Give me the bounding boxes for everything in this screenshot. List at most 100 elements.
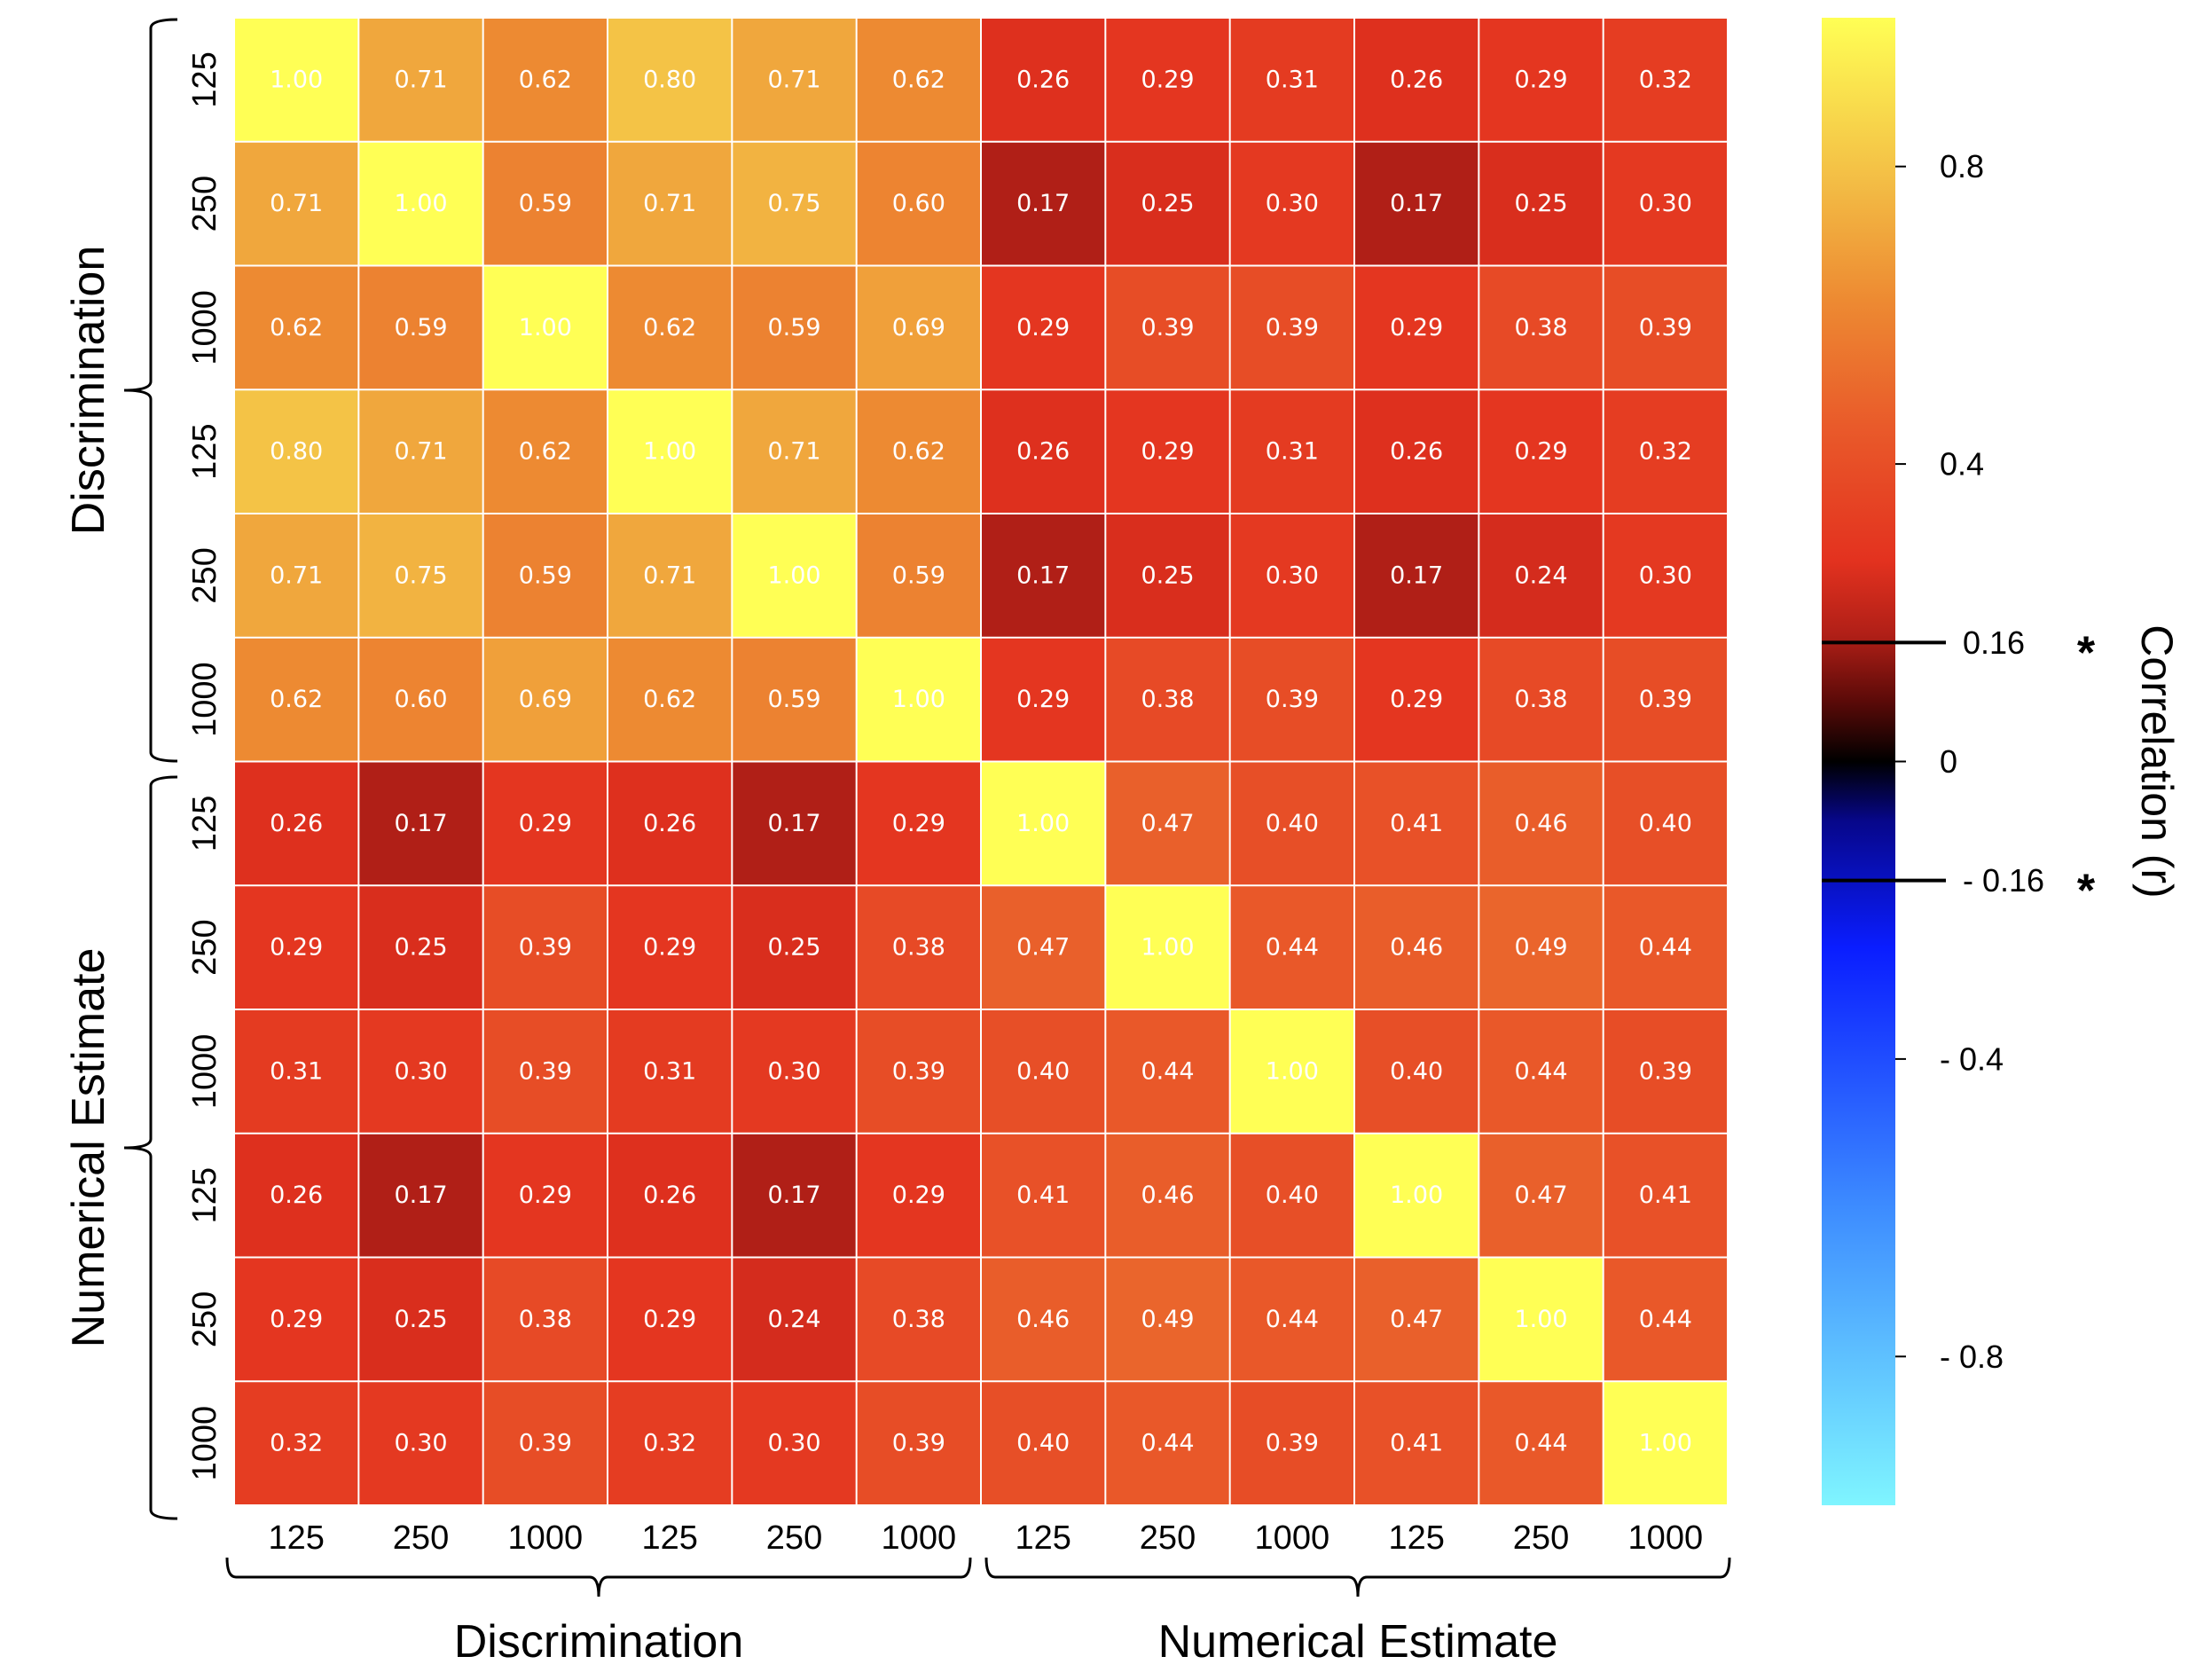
cell-value-r6-c0: 0.26 xyxy=(270,810,323,837)
cell-value-r6-c3: 0.26 xyxy=(643,810,696,837)
column-tick-label-2: 1000 xyxy=(508,1519,584,1557)
cell-value-r8-c3: 0.31 xyxy=(643,1057,696,1085)
cell-value-r9-c8: 0.40 xyxy=(1266,1181,1319,1209)
cell-value-r2-c2: 1.00 xyxy=(519,314,572,341)
cell-value-r11-c4: 0.30 xyxy=(767,1430,820,1457)
group-labels: Discrimination Numerical Estimate Discrimi… xyxy=(63,246,1557,1668)
cell-value-r3-c4: 0.71 xyxy=(767,438,820,466)
heatmap-cell-r4-c11 xyxy=(1604,514,1727,637)
colorbar-gradient-bar xyxy=(1822,18,1895,1505)
cell-value-r3-c6: 0.26 xyxy=(1016,438,1070,466)
cell-value-r7-c3: 0.29 xyxy=(643,934,696,962)
cell-value-r6-c2: 0.29 xyxy=(519,810,572,837)
heatmap-cell-r4-c1 xyxy=(359,514,482,637)
heatmap-cell-r2-c4 xyxy=(733,266,856,389)
row-tick-label-4: 250 xyxy=(186,547,224,603)
cell-value-r1-c8: 0.30 xyxy=(1266,190,1319,217)
heatmap-cell-r8-c5 xyxy=(857,1010,980,1133)
heatmap-cell-r0-c10 xyxy=(1479,19,1603,141)
heatmap-cell-r0-c3 xyxy=(608,19,732,141)
heatmap-cell-r2-c5 xyxy=(857,266,980,389)
heatmap-cell-r10-c11 xyxy=(1604,1258,1727,1381)
heatmap-cell-r4-c6 xyxy=(982,514,1105,637)
heatmap-cell-r6-c9 xyxy=(1355,762,1478,885)
heatmap-cell-r7-c5 xyxy=(857,886,980,1009)
heatmap-cell-r6-c10 xyxy=(1479,762,1603,885)
cell-value-r11-c9: 0.41 xyxy=(1390,1430,1443,1457)
cell-value-r5-c1: 0.60 xyxy=(394,686,447,713)
column-tick-label-9: 125 xyxy=(1388,1519,1444,1557)
cell-value-r2-c9: 0.29 xyxy=(1390,314,1443,341)
cell-value-r8-c5: 0.39 xyxy=(892,1057,945,1085)
heatmap-cell-r2-c8 xyxy=(1230,266,1353,389)
cell-value-r0-c7: 0.29 xyxy=(1141,66,1194,93)
cell-value-r3-c5: 0.62 xyxy=(892,438,945,466)
cell-value-r11-c0: 0.32 xyxy=(270,1430,323,1457)
heatmap-cell-r9-c6 xyxy=(982,1134,1105,1257)
heatmap-cell-r2-c3 xyxy=(608,266,732,389)
cell-value-r5-c2: 0.69 xyxy=(519,686,572,713)
row-tick-label-3: 125 xyxy=(186,423,224,479)
heatmap-cell-r0-c4 xyxy=(733,19,856,141)
heatmap-cell-r8-c10 xyxy=(1479,1010,1603,1133)
cell-value-r2-c6: 0.29 xyxy=(1016,314,1070,341)
cell-value-r1-c1: 1.00 xyxy=(394,190,447,217)
cell-value-r7-c2: 0.39 xyxy=(519,934,572,962)
cell-value-r10-c7: 0.49 xyxy=(1141,1306,1194,1333)
heatmap-cell-r3-c4 xyxy=(733,390,856,513)
cell-value-r8-c4: 0.30 xyxy=(767,1057,820,1085)
cell-value-r4-c11: 0.30 xyxy=(1639,561,1692,589)
cell-value-r7-c0: 0.29 xyxy=(270,934,323,962)
cell-value-r0-c6: 0.26 xyxy=(1016,66,1070,93)
threshold-label-0: 0.16 xyxy=(1963,624,2025,661)
heatmap-cell-r9-c7 xyxy=(1106,1134,1229,1257)
heatmap-cell-r6-c7 xyxy=(1106,762,1229,885)
heatmap-cell-r1-c8 xyxy=(1230,142,1353,265)
heatmap-cell-r9-c0 xyxy=(235,1134,358,1257)
heatmap-cell-r1-c7 xyxy=(1106,142,1229,265)
cell-value-r0-c0: 1.00 xyxy=(270,66,323,93)
heatmap-cell-r3-c10 xyxy=(1479,390,1603,513)
cell-value-r2-c5: 0.69 xyxy=(892,314,945,341)
cell-value-r2-c7: 0.39 xyxy=(1141,314,1194,341)
heatmap-cell-r3-c9 xyxy=(1355,390,1478,513)
heatmap-cell-r9-c3 xyxy=(608,1134,732,1257)
heatmap-cell-r8-c3 xyxy=(608,1010,732,1133)
heatmap-cell-r10-c0 xyxy=(235,1258,358,1381)
heatmap-cell-r5-c6 xyxy=(982,638,1105,761)
heatmap-cell-r3-c6 xyxy=(982,390,1105,513)
cell-value-r0-c8: 0.31 xyxy=(1266,66,1319,93)
cell-value-r4-c1: 0.75 xyxy=(394,561,447,589)
heatmap-cell-r6-c4 xyxy=(733,762,856,885)
cell-value-r10-c10: 1.00 xyxy=(1514,1306,1567,1333)
heatmap-cell-r8-c1 xyxy=(359,1010,482,1133)
heatmap-cell-r5-c2 xyxy=(483,638,607,761)
column-tick-label-4: 250 xyxy=(766,1519,822,1557)
cell-value-r0-c10: 0.29 xyxy=(1514,66,1567,93)
colorbar-tick-label-2: 0 xyxy=(1940,743,1957,780)
cell-value-r2-c4: 0.59 xyxy=(767,314,820,341)
cell-value-r9-c11: 0.41 xyxy=(1639,1181,1692,1209)
heatmap-cell-r0-c9 xyxy=(1355,19,1478,141)
cell-value-r6-c9: 0.41 xyxy=(1390,810,1443,837)
heatmap-cell-r0-c8 xyxy=(1230,19,1353,141)
cell-value-r4-c8: 0.30 xyxy=(1266,561,1319,589)
heatmap-cell-r2-c11 xyxy=(1604,266,1727,389)
cell-value-r11-c2: 0.39 xyxy=(519,1430,572,1457)
cell-value-r4-c10: 0.24 xyxy=(1514,561,1567,589)
cell-value-r2-c11: 0.39 xyxy=(1639,314,1692,341)
cell-value-r1-c2: 0.59 xyxy=(519,190,572,217)
heatmap-cell-r8-c7 xyxy=(1106,1010,1229,1133)
cell-value-r0-c9: 0.26 xyxy=(1390,66,1443,93)
cell-value-r4-c5: 0.59 xyxy=(892,561,945,589)
heatmap-cell-r3-c11 xyxy=(1604,390,1727,513)
heatmap-cell-r7-c0 xyxy=(235,886,358,1009)
heatmap-cell-r8-c4 xyxy=(733,1010,856,1133)
heatmap-cell-r5-c5 xyxy=(857,638,980,761)
cell-value-r9-c3: 0.26 xyxy=(643,1181,696,1209)
heatmap-cell-r7-c1 xyxy=(359,886,482,1009)
cell-value-r10-c1: 0.25 xyxy=(394,1306,447,1333)
cell-value-r7-c4: 0.25 xyxy=(767,934,820,962)
cell-value-r0-c4: 0.71 xyxy=(767,66,820,93)
heatmap-cell-r5-c8 xyxy=(1230,638,1353,761)
